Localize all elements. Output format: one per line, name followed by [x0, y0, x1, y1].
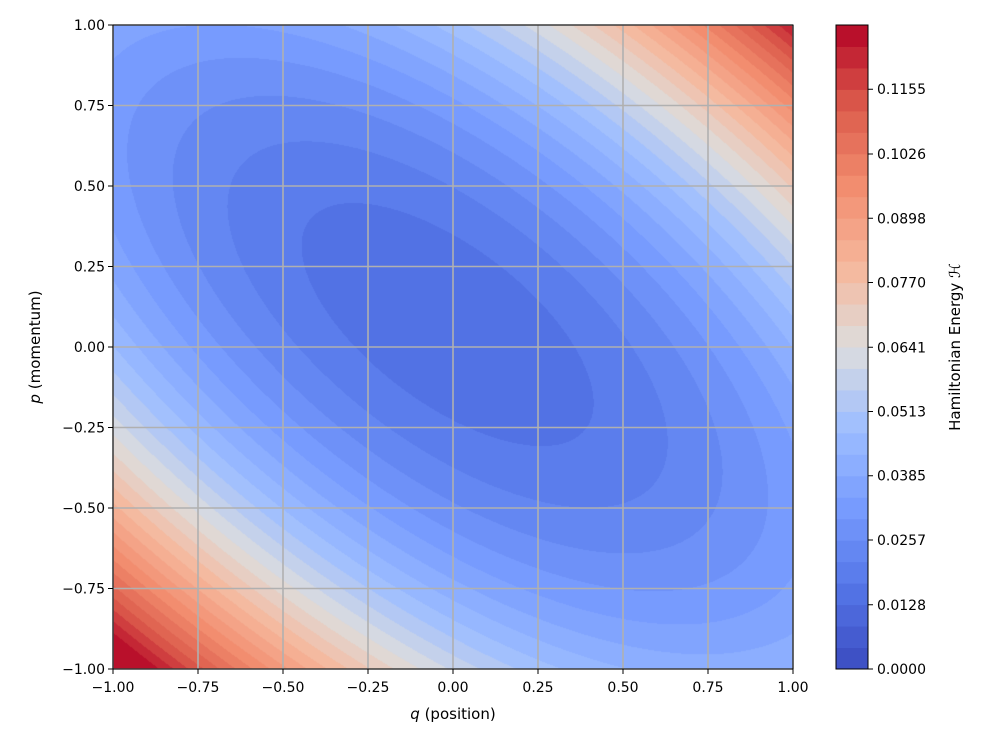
colorbar-band — [836, 239, 868, 262]
y-tick-label: −1.00 — [62, 662, 105, 678]
colorbar-band — [836, 132, 868, 155]
colorbar-band — [836, 540, 868, 563]
colorbar-tick-label: 0.1155 — [877, 82, 926, 98]
colorbar-tick-label: 0.0257 — [877, 533, 926, 549]
x-tick-label: −0.75 — [177, 680, 220, 696]
x-tick-label: 1.00 — [777, 680, 808, 696]
y-tick-label: −0.75 — [62, 582, 105, 598]
x-tick-label: 0.50 — [607, 680, 638, 696]
colorbar-band — [836, 518, 868, 541]
x-tick-label: 0.25 — [522, 680, 553, 696]
y-tick-label: −0.25 — [62, 421, 105, 437]
colorbar-band — [836, 647, 868, 670]
y-axis-label: p (momentum) — [26, 290, 44, 404]
y-tick-label: 0.25 — [74, 260, 105, 276]
colorbar-ticks: 0.0000 0.0128 0.0257 0.0385 0.0513 0.0641 0.07… — [868, 82, 926, 678]
colorbar-tick-label: 0.0770 — [877, 275, 926, 291]
x-tick-label: 0.00 — [437, 680, 468, 696]
colorbar-band — [836, 368, 868, 391]
colorbar-tick-label: 0.0898 — [877, 211, 926, 227]
colorbar-band — [836, 475, 868, 498]
colorbar-band — [836, 282, 868, 305]
colorbar-band — [836, 389, 868, 412]
x-tick-label: 0.75 — [692, 680, 723, 696]
colorbar-bands — [836, 25, 868, 670]
colorbar-tick-label: 0.0000 — [877, 662, 926, 678]
colorbar-band — [836, 89, 868, 112]
colorbar-band — [836, 218, 868, 241]
y-tick-label: 0.75 — [74, 99, 105, 115]
colorbar-band — [836, 432, 868, 455]
colorbar-tick-label: 0.0641 — [877, 340, 926, 356]
colorbar: 0.0000 0.0128 0.0257 0.0385 0.0513 0.0641 0.07… — [835, 24, 964, 678]
y-tick-label: −0.50 — [62, 501, 105, 517]
colorbar-tick-label: 0.0513 — [877, 405, 926, 421]
y-tick-label: 1.00 — [74, 18, 105, 34]
colorbar-band — [836, 583, 868, 606]
colorbar-band — [836, 626, 868, 649]
colorbar-band — [836, 325, 868, 348]
x-tick-label: −0.50 — [262, 680, 305, 696]
colorbar-band — [836, 46, 868, 69]
colorbar-band — [836, 110, 868, 133]
contour-plot: −1.00 −0.75 −0.50 −0.25 0.00 0.25 0.50 0.75 1.00… — [26, 18, 809, 723]
colorbar-band — [836, 604, 868, 627]
x-tick-label: −0.25 — [347, 680, 390, 696]
y-tick-label: 0.00 — [74, 340, 105, 356]
x-tick-label: −1.00 — [92, 680, 135, 696]
x-axis-ticks: −1.00 −0.75 −0.50 −0.25 0.00 0.25 0.50 0.75 1.00 — [92, 669, 809, 696]
colorbar-band — [836, 175, 868, 198]
colorbar-band — [836, 261, 868, 284]
y-tick-label: 0.50 — [74, 179, 105, 195]
colorbar-tick-label: 0.0128 — [877, 598, 926, 614]
colorbar-band — [836, 153, 868, 176]
colorbar-tick-label: 0.1026 — [877, 147, 926, 163]
colorbar-band — [836, 25, 868, 47]
colorbar-band — [836, 347, 868, 369]
colorbar-band — [836, 411, 868, 434]
colorbar-band — [836, 454, 868, 477]
colorbar-band — [836, 497, 868, 520]
colorbar-band — [836, 561, 868, 584]
colorbar-band — [836, 304, 868, 327]
x-axis-label: q (position) — [410, 705, 495, 723]
colorbar-band — [836, 67, 868, 90]
colorbar-tick-label: 0.0385 — [877, 469, 926, 485]
y-axis-ticks: −1.00 −0.75 −0.50 −0.25 0.00 0.25 0.50 0.75 1.00 — [62, 18, 113, 678]
colorbar-band — [836, 196, 868, 219]
colorbar-label: Hamiltonian Energy ℋ — [946, 263, 964, 431]
